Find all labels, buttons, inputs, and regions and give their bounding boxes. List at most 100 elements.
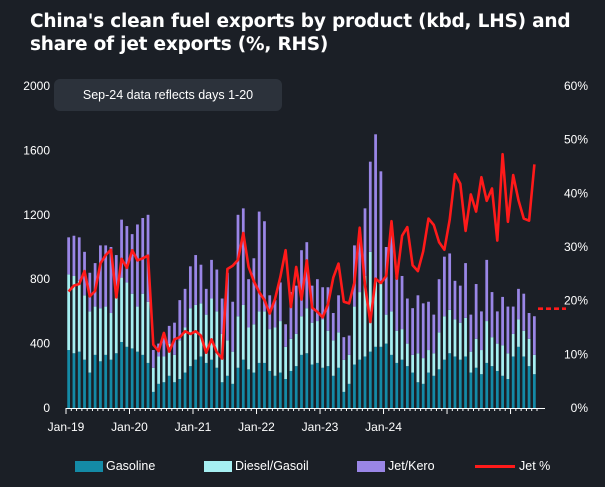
bar-diesel-gasoil [167,343,171,376]
bar-diesel-gasoil [305,308,309,354]
bar-gasoline [347,383,351,408]
bar-jet-kero [458,285,462,323]
bar-gasoline [268,370,272,408]
bar-diesel-gasoil [268,329,272,371]
bar-gasoline [257,362,261,408]
legend-label-jet-pct: Jet % [519,459,551,473]
legend-swatch-gasoline [75,461,103,473]
bar-diesel-gasoil [443,316,446,360]
bar-gasoline [215,367,219,408]
bar-diesel-gasoil [400,329,404,360]
bar-diesel-gasoil [353,306,356,365]
bar-diesel-gasoil [273,327,277,376]
bar-gasoline [474,367,478,408]
right-axis-tick-label: 40% [564,186,588,200]
bar-jet-kero [432,314,436,354]
bar-gasoline [458,359,462,408]
bar-jet-kero [511,306,515,334]
bar-gasoline [321,367,325,408]
bar-diesel-gasoil [379,282,383,347]
bar-diesel-gasoil [257,311,261,363]
bar-jet-kero [405,298,409,344]
legend-item-gasoline: Gasoline [75,459,155,473]
bar-jet-kero [421,303,425,359]
bar-diesel-gasoil [226,340,229,376]
bar-diesel-gasoil [93,306,97,355]
bar-gasoline [199,356,203,408]
bar-gasoline [437,369,441,408]
x-axis-tick-label: Jan-24 [365,420,402,434]
bar-diesel-gasoil [247,327,250,370]
bar-gasoline [495,370,499,408]
line-layer [67,152,566,360]
chart-title-line-2: share of jet exports (%, RHS) [30,34,329,55]
bar-gasoline [363,356,367,408]
bar-diesel-gasoil [405,343,409,367]
bar-gasoline [204,362,208,408]
bar-jet-kero [188,266,192,309]
bar-gasoline [432,375,436,408]
bar-gasoline [310,364,314,408]
bar-diesel-gasoil [289,338,293,371]
bar-jet-kero [231,301,235,352]
bar-jet-kero [236,214,240,317]
bar-gasoline [374,346,377,408]
bars-layer [67,134,536,408]
bar-gasoline [114,353,118,408]
bar-jet-kero [294,285,298,334]
bar-diesel-gasoil [278,321,282,373]
bar-jet-kero [305,242,309,309]
bar-gasoline [532,374,536,408]
bar-diesel-gasoil [67,274,71,351]
bar-jet-kero [416,295,420,354]
bar-gasoline [448,353,452,408]
bar-gasoline [305,353,309,408]
bar-jet-kero [300,250,303,317]
bar-gasoline [226,375,229,408]
bar-jet-kero [136,224,139,307]
bar-jet-kero [141,218,145,294]
bar-diesel-gasoil [474,338,478,368]
bar-gasoline [485,362,489,408]
bar-gasoline [358,359,362,408]
bar-diesel-gasoil [390,311,393,355]
bar-jet-kero [485,259,489,322]
bar-jet-kero [151,350,155,368]
bar-jet-kero [278,282,282,322]
chart-title: China's clean fuel exports by product (k… [30,10,590,56]
bar-jet-kero [379,171,383,283]
bar-gasoline [194,359,198,408]
bar-gasoline [173,382,176,408]
bar-diesel-gasoil [114,292,118,354]
bar-gasoline [167,375,171,408]
right-axis-tick-label: 50% [564,133,588,147]
bar-gasoline [67,350,71,408]
bar-jet-kero [490,292,494,338]
bar-diesel-gasoil [506,353,510,380]
bar-gasoline [136,351,139,408]
bar-gasoline [316,362,319,408]
bar-gasoline [294,366,298,408]
bar-gasoline [395,362,399,408]
bar-gasoline [331,375,335,408]
bar-diesel-gasoil [358,292,362,360]
bar-jet-kero [368,161,372,252]
bar-jet-kero [374,134,377,283]
bar-gasoline [72,353,76,408]
bar-diesel-gasoil [263,311,266,363]
bar-gasoline [490,366,494,408]
right-axis-tick-label: 20% [564,294,588,308]
bar-gasoline [162,382,166,408]
bar-gasoline [443,359,446,408]
bar-diesel-gasoil [469,351,473,373]
bar-gasoline [405,366,409,408]
bar-diesel-gasoil [480,350,483,375]
bar-gasoline [210,359,213,408]
bar-gasoline [88,372,92,408]
bar-jet-kero [263,221,266,312]
bar-gasoline [337,367,340,408]
bar-diesel-gasoil [241,304,245,360]
bar-jet-kero [67,237,71,275]
bar-jet-kero [331,313,335,341]
bar-gasoline [188,366,192,408]
